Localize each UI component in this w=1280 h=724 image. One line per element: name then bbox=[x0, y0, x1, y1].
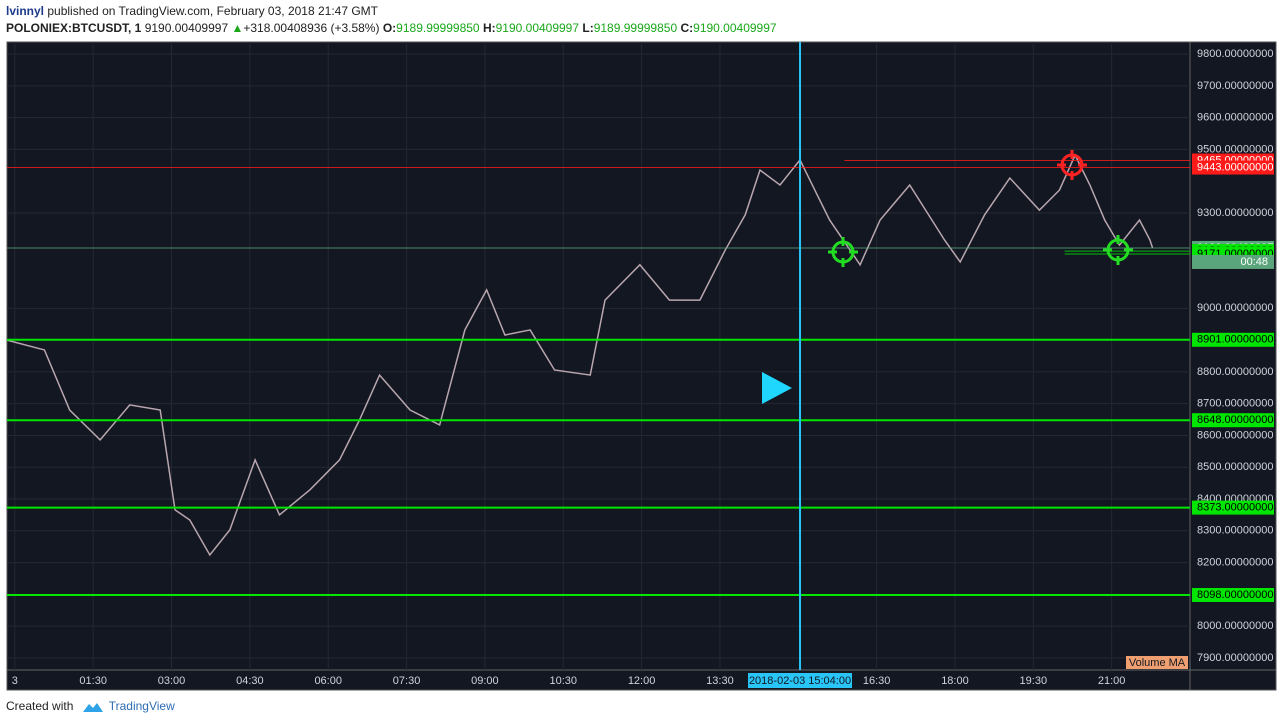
change: +318.00408936 (+3.58%) bbox=[243, 21, 380, 35]
level-box bbox=[1192, 500, 1274, 515]
x-tick-label: 10:30 bbox=[549, 675, 577, 687]
y-tick-label: 9500.00000000 bbox=[1197, 143, 1273, 155]
level-label: 8901.00000000 bbox=[1197, 334, 1273, 346]
y-tick-label: 9000.00000000 bbox=[1197, 302, 1273, 314]
x-tick-label: 21:00 bbox=[1098, 675, 1126, 687]
crosshair-label: 2018-02-03 15:04:00 bbox=[749, 675, 851, 687]
play-button bbox=[762, 372, 792, 404]
brand[interactable]: TradingView bbox=[108, 699, 175, 713]
price-line bbox=[6, 153, 1154, 557]
y-tick-label: 7900.00000000 bbox=[1197, 652, 1273, 664]
x-tick-label: 12:00 bbox=[628, 675, 656, 687]
created-with: Created with bbox=[6, 699, 74, 713]
volume-box bbox=[1126, 656, 1188, 669]
y-tick-label: 9800.00000000 bbox=[1197, 48, 1273, 60]
y-tick-label: 8300.00000000 bbox=[1197, 525, 1273, 537]
publish-line: lvinnyl published on TradingView.com, Fe… bbox=[6, 4, 378, 18]
level-label: 8098.00000000 bbox=[1197, 589, 1273, 601]
logo bbox=[82, 702, 103, 712]
level-box bbox=[1192, 160, 1274, 175]
volume-label: Volume MA bbox=[1129, 657, 1186, 669]
level-box bbox=[1192, 413, 1274, 428]
y-tick-label: 8500.00000000 bbox=[1197, 461, 1273, 473]
ohlc-value: 9190.00409997 bbox=[693, 21, 777, 35]
ohlc-key: C: bbox=[680, 21, 694, 35]
y-tick-label: 9600.00000000 bbox=[1197, 112, 1273, 124]
y-tick-label: 8800.00000000 bbox=[1197, 366, 1273, 378]
ohlc-value: 9190.00409997 bbox=[495, 21, 580, 35]
level-label: 8648.00000000 bbox=[1197, 414, 1273, 426]
y-tick-label: 8200.00000000 bbox=[1197, 556, 1273, 568]
x-tick-label: 19:30 bbox=[1020, 675, 1048, 687]
author[interactable]: lvinnyl bbox=[6, 4, 45, 18]
countdown: 00:48 bbox=[1240, 256, 1268, 268]
x-tick-label: 3 bbox=[12, 675, 18, 687]
ohlc: O:9189.99999850 H:9190.00409997 L:9189.9… bbox=[383, 21, 777, 35]
ohlc-key: H: bbox=[482, 21, 496, 35]
up-arrow: ▲ bbox=[231, 21, 244, 35]
target-icon bbox=[1057, 150, 1087, 180]
ohlc-key: L: bbox=[582, 21, 594, 35]
x-tick-label: 16:30 bbox=[863, 675, 891, 687]
ohlc-key: O: bbox=[382, 21, 397, 35]
target-cross bbox=[828, 237, 858, 267]
crosshair-box bbox=[748, 673, 853, 688]
countdown-box bbox=[1192, 254, 1274, 269]
published: published on TradingView.com, February 0… bbox=[47, 4, 378, 18]
target-icon bbox=[1103, 235, 1133, 265]
level-label: 8373.00000000 bbox=[1197, 502, 1273, 514]
x-tick-label: 13:30 bbox=[706, 675, 734, 687]
x-tick-label: 07:30 bbox=[393, 675, 421, 687]
target-cross bbox=[1057, 150, 1087, 180]
x-tick-label: 03:00 bbox=[158, 675, 186, 687]
x-tick-label: 18:00 bbox=[941, 675, 969, 687]
x-tick-label: 04:30 bbox=[236, 675, 264, 687]
x-tick-label: 01:30 bbox=[79, 675, 107, 687]
last-price: 9190.00409997 bbox=[144, 21, 229, 35]
ohlc-value: 9189.99999850 bbox=[593, 21, 678, 35]
y-tick-label: 9300.00000000 bbox=[1197, 207, 1273, 219]
y-tick-label: 9700.00000000 bbox=[1197, 80, 1273, 92]
level-box bbox=[1192, 332, 1274, 347]
footer: Created with TradingView bbox=[6, 699, 175, 714]
y-tick-label: 8000.00000000 bbox=[1197, 620, 1273, 632]
ohlc-value: 9189.99999850 bbox=[396, 21, 480, 35]
symbol: POLONIEX:BTCUSDT, 1 bbox=[6, 21, 142, 35]
y-tick-label: 8700.00000000 bbox=[1197, 398, 1273, 410]
x-tick-label: 06:00 bbox=[314, 675, 342, 687]
level-box bbox=[1192, 587, 1274, 602]
y-tick-label: 8600.00000000 bbox=[1197, 429, 1273, 441]
chart: 7900.000000008000.000000008100.000000008… bbox=[6, 41, 1277, 691]
target-icon bbox=[828, 237, 858, 267]
x-tick-label: 09:00 bbox=[471, 675, 499, 687]
ohlc-line: POLONIEX:BTCUSDT, 1 9190.00409997 ▲+318.… bbox=[6, 21, 777, 35]
level-label: 9443.00000000 bbox=[1197, 161, 1273, 173]
target-cross bbox=[1103, 235, 1133, 265]
